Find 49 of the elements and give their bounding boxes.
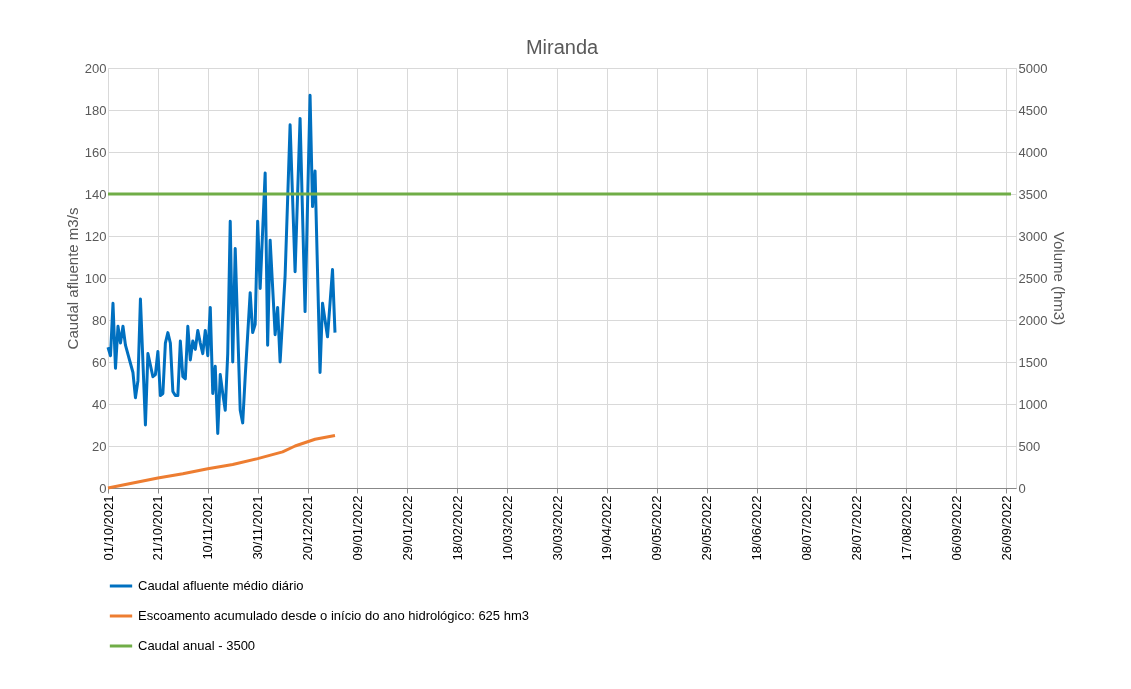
x-tick-label: 29/05/2022 (699, 495, 715, 561)
x-tick-label: 28/07/2022 (848, 495, 864, 561)
y2-tick-label: 5000 (1018, 60, 1048, 76)
x-tick-label: 17/08/2022 (898, 495, 914, 561)
line-series (106, 434, 337, 490)
y-tick-label: 100 (84, 270, 107, 286)
y-tick-label: 120 (84, 228, 107, 244)
y-tick-label: 200 (84, 60, 107, 76)
x-tick-label: 30/11/2021 (250, 495, 266, 560)
y-axis-title: Caudal afluente m3/s (63, 207, 81, 350)
legend-label: Caudal afluente médio diário (138, 578, 304, 593)
y2-tick-label: 0 (1018, 480, 1026, 496)
x-tick-label: 09/05/2022 (649, 495, 665, 561)
y2-tick-label: 500 (1018, 438, 1041, 454)
x-tick-label: 20/12/2021 (300, 495, 316, 561)
line-series (106, 93, 337, 435)
x-tick-label: 08/07/2022 (798, 495, 814, 561)
y-tick-label: 60 (92, 354, 107, 370)
y2-tick-label: 3500 (1018, 186, 1048, 202)
y-tick-label: 80 (92, 312, 107, 328)
x-tick-label: 19/04/2022 (599, 495, 615, 561)
legend-label: Caudal anual - 3500 (138, 638, 256, 653)
y2-axis-title: Volume (hm3) (1051, 231, 1069, 326)
x-tick-label: 26/09/2022 (998, 495, 1014, 561)
x-tick-label: 01/10/2021 (100, 495, 116, 561)
y-tick-label: 180 (84, 102, 107, 118)
y-tick-label: 40 (92, 396, 107, 412)
legend-label: Escoamento acumulado desde o início do ano hidrológico: 625 hm3 (138, 608, 529, 623)
y2-tick-label: 4000 (1018, 144, 1048, 160)
y2-tick-label: 4500 (1018, 102, 1048, 118)
y2-tick-label: 2500 (1018, 270, 1048, 286)
x-tick-label: 18/06/2022 (749, 495, 765, 561)
x-tick-label: 06/09/2022 (948, 495, 964, 561)
y-tick-label: 160 (84, 144, 107, 160)
y2-tick-label: 1000 (1018, 396, 1048, 412)
y2-tick-label: 2000 (1018, 312, 1048, 328)
y-tick-label: 0 (99, 480, 107, 496)
y-tick-label: 140 (84, 186, 107, 202)
x-tick-label: 10/03/2022 (499, 495, 515, 561)
x-tick-label: 29/01/2022 (399, 495, 415, 561)
x-tick-label: 10/11/2021 (200, 495, 216, 560)
chart-title: Miranda (525, 36, 599, 58)
y2-tick-label: 3000 (1018, 228, 1048, 244)
x-tick-label: 09/01/2022 (349, 495, 365, 561)
x-tick-label: 30/03/2022 (549, 495, 565, 561)
y-tick-label: 20 (92, 438, 107, 454)
x-tick-label: 21/10/2021 (150, 495, 166, 561)
x-tick-label: 18/02/2022 (449, 495, 465, 561)
y2-tick-label: 1500 (1018, 354, 1048, 370)
